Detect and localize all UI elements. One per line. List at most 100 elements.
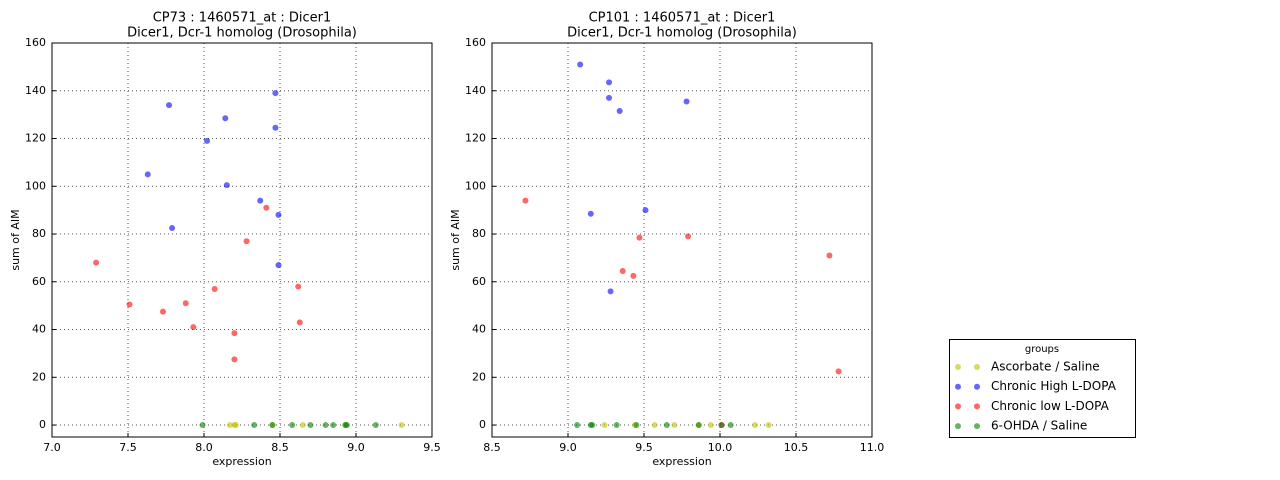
x-tick-label: 8.5: [271, 441, 289, 454]
point: [166, 102, 173, 109]
point: [589, 422, 596, 429]
chart-title: CP73 : 1460571_at : Dicer1: [153, 11, 332, 26]
plot-frame: [491, 42, 873, 438]
point: [633, 422, 640, 429]
legend-marker: [974, 383, 980, 390]
point: [671, 422, 678, 429]
y-tick-label: 80: [32, 227, 46, 240]
plot-frame: [51, 42, 433, 438]
x-tick-label: 7.5: [119, 441, 137, 454]
point: [707, 422, 714, 429]
y-tick-label: 0: [39, 418, 46, 431]
point: [683, 98, 690, 105]
point: [601, 422, 608, 429]
point: [607, 288, 614, 295]
point: [232, 422, 239, 429]
point: [307, 422, 314, 429]
chart-title: CP101 : 1460571_at : Dicer1: [589, 11, 776, 26]
point: [257, 197, 264, 204]
point: [223, 182, 230, 189]
legend-marker: [955, 423, 961, 430]
point: [330, 422, 337, 429]
x-tick-label: 10.0: [708, 441, 733, 454]
point: [204, 137, 211, 144]
point: [619, 268, 626, 275]
legend-label: Chronic low L-DOPA: [991, 399, 1110, 413]
point: [295, 283, 302, 290]
x-tick-label: 10.5: [784, 441, 809, 454]
point: [636, 234, 643, 241]
point: [231, 330, 238, 337]
point: [613, 422, 620, 429]
point: [606, 79, 613, 86]
point: [522, 197, 529, 204]
y-axis-label: sum of AIM: [449, 209, 462, 270]
x-axis-label: expression: [212, 455, 271, 468]
legend-marker: [974, 423, 980, 430]
point: [289, 422, 296, 429]
point: [765, 422, 772, 429]
point: [275, 262, 282, 269]
legend-label: 6-OHDA / Saline: [991, 419, 1087, 433]
y-tick-label: 0: [479, 418, 486, 431]
legend-label: Chronic High L-DOPA: [991, 379, 1117, 393]
point: [296, 319, 303, 326]
point: [222, 115, 229, 122]
point: [199, 422, 206, 429]
y-tick-label: 160: [465, 36, 486, 49]
x-tick-label: 9.0: [559, 441, 577, 454]
point: [299, 422, 306, 429]
point: [577, 61, 584, 68]
point: [663, 422, 670, 429]
y-tick-label: 140: [465, 84, 486, 97]
legend-marker: [974, 403, 980, 410]
y-tick-label: 140: [25, 84, 46, 97]
legend-label: Ascorbate / Saline: [991, 360, 1100, 374]
point: [144, 171, 151, 178]
legend-marker: [955, 364, 961, 370]
x-tick-label: 9.0: [347, 441, 365, 454]
point: [211, 285, 218, 292]
point: [835, 368, 842, 375]
legend-marker: [974, 364, 980, 370]
y-tick-label: 40: [472, 323, 486, 336]
y-tick-label: 20: [472, 370, 486, 383]
point: [685, 233, 692, 240]
y-tick-label: 60: [32, 275, 46, 288]
point: [190, 324, 197, 331]
point: [398, 422, 405, 429]
x-tick-label: 11.0: [860, 441, 885, 454]
point: [182, 300, 189, 307]
y-tick-label: 20: [32, 370, 46, 383]
point: [126, 301, 133, 308]
point: [159, 308, 166, 315]
chart-subtitle: Dicer1, Dcr-1 homolog (Drosophila): [127, 26, 357, 41]
y-tick-label: 40: [32, 323, 46, 336]
point: [243, 238, 250, 245]
point: [226, 422, 233, 429]
point: [630, 272, 637, 279]
legend-marker: [955, 403, 961, 410]
point: [574, 422, 581, 429]
point: [372, 422, 379, 429]
chart-subtitle: Dicer1, Dcr-1 homolog (Drosophila): [567, 26, 797, 41]
x-axis-label: expression: [652, 455, 711, 468]
point: [93, 259, 100, 266]
point: [642, 207, 649, 214]
y-tick-label: 60: [472, 275, 486, 288]
y-tick-label: 100: [25, 179, 46, 192]
x-tick-label: 9.5: [635, 441, 653, 454]
legend-title: groups: [1025, 344, 1059, 355]
point: [651, 422, 658, 429]
point: [275, 211, 282, 218]
point: [272, 90, 279, 97]
x-tick-label: 8.0: [195, 441, 213, 454]
x-tick-label: 8.5: [483, 441, 501, 454]
x-tick-label: 9.5: [423, 441, 441, 454]
y-tick-label: 160: [25, 36, 46, 49]
point: [751, 422, 758, 429]
legend-box: [949, 339, 1136, 438]
point: [727, 422, 734, 429]
y-tick-label: 120: [25, 132, 46, 145]
point: [616, 108, 623, 115]
